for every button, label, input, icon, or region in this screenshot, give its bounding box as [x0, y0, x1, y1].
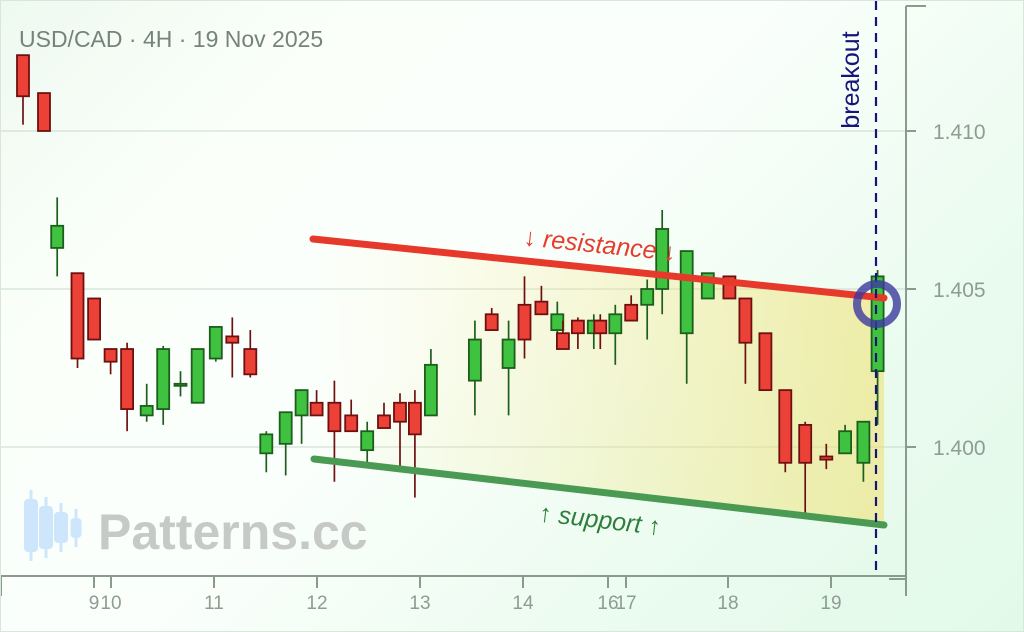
- svg-text:Patterns.cc: Patterns.cc: [98, 504, 368, 560]
- svg-text:12: 12: [306, 593, 327, 614]
- svg-text:11: 11: [204, 593, 224, 614]
- svg-text:9: 9: [89, 593, 100, 614]
- svg-text:breakout: breakout: [837, 31, 865, 128]
- svg-text:14: 14: [512, 593, 534, 614]
- svg-text:18: 18: [717, 593, 738, 614]
- svg-text:10: 10: [100, 593, 121, 614]
- svg-text:13: 13: [409, 593, 430, 614]
- svg-text:17: 17: [615, 593, 636, 614]
- svg-text:19: 19: [820, 593, 841, 614]
- svg-text:↑ support ↑: ↑ support ↑: [538, 499, 663, 541]
- svg-text:USD/CAD · 4H · 19 Nov 2025: USD/CAD · 4H · 19 Nov 2025: [19, 26, 323, 52]
- svg-text:1.405: 1.405: [933, 279, 986, 302]
- svg-text:1.400: 1.400: [933, 437, 986, 460]
- svg-text:1.410: 1.410: [933, 121, 986, 144]
